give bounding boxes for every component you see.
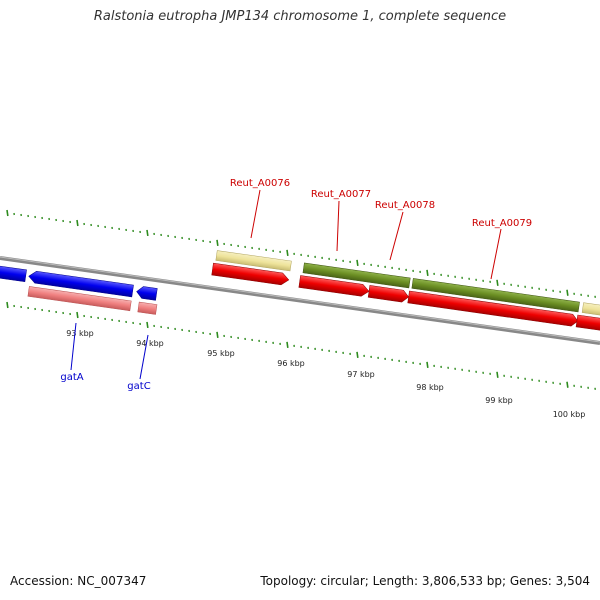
- major-tick: [286, 249, 289, 257]
- major-tick: [356, 259, 359, 266]
- blue-gene-group: [0, 260, 158, 315]
- leader-line: [490, 228, 502, 280]
- label-leaders: [70, 189, 502, 380]
- gene-feature-olive[interactable]: [411, 278, 580, 313]
- gene-feature-red[interactable]: [298, 275, 370, 298]
- gene-labels: Reut_A0076 Reut_A0077 Reut_A0078 Reut_A0…: [60, 178, 532, 392]
- scale-label: 100 kbp: [553, 410, 586, 419]
- upper-gene-group: [211, 250, 600, 336]
- lower-tick-track: [6, 301, 596, 390]
- gene-feature-red[interactable]: [575, 314, 600, 336]
- scale-label: 99 kbp: [485, 396, 513, 405]
- gene-feature-red[interactable]: [367, 285, 409, 303]
- scale-label: 93 kbp: [66, 329, 94, 338]
- accession-text: Accession: NC_007347: [10, 574, 147, 588]
- gene-feature-blue[interactable]: [28, 270, 134, 298]
- map-title: Ralstonia eutropha JMP134 chromosome 1, …: [93, 9, 507, 24]
- scale-label: 94 kbp: [136, 339, 164, 348]
- scale-label: 95 kbp: [207, 349, 235, 358]
- major-tick: [426, 361, 429, 368]
- leader-line: [139, 334, 149, 380]
- sequence-backbone: [0, 256, 600, 345]
- major-tick: [76, 219, 79, 227]
- sequence-backbone-highlight: [0, 256, 600, 343]
- leader-line: [70, 322, 77, 371]
- scale-label: 96 kbp: [277, 359, 305, 368]
- gene-feature-red[interactable]: [407, 290, 579, 327]
- major-tick: [6, 301, 9, 309]
- gene-feature-yellow[interactable]: [215, 250, 292, 272]
- gene-label[interactable]: gatA: [60, 372, 83, 383]
- major-tick: [426, 269, 429, 276]
- scale-labels: 93 kbp 94 kbp 95 kbp 96 kbp 97 kbp 98 kb…: [66, 329, 585, 419]
- major-tick: [146, 321, 149, 329]
- major-tick: [356, 351, 359, 358]
- gene-feature-yellow[interactable]: [581, 302, 600, 319]
- gene-label[interactable]: Reut_A0076: [230, 178, 290, 189]
- leader-line: [389, 211, 404, 261]
- gene-label[interactable]: Reut_A0078: [375, 200, 435, 211]
- major-tick: [566, 289, 569, 296]
- gene-feature-pink[interactable]: [27, 286, 132, 312]
- major-tick: [566, 381, 569, 388]
- major-tick: [6, 209, 9, 217]
- gene-feature-blue[interactable]: [136, 286, 158, 301]
- major-tick: [216, 331, 219, 339]
- scale-label: 98 kbp: [416, 383, 444, 392]
- gene-feature-pink[interactable]: [137, 301, 158, 315]
- leader-line: [250, 189, 261, 239]
- scale-label: 97 kbp: [347, 370, 375, 379]
- gene-label[interactable]: Reut_A0077: [311, 189, 371, 200]
- gene-feature-olive[interactable]: [302, 262, 411, 289]
- major-tick: [496, 279, 499, 286]
- leader-line: [336, 200, 340, 252]
- upper-tick-track: [6, 209, 596, 298]
- gene-feature-blue[interactable]: [0, 260, 27, 283]
- major-tick: [286, 341, 289, 349]
- major-tick: [496, 371, 499, 378]
- gene-label[interactable]: Reut_A0079: [472, 218, 532, 229]
- sequence-summary: Topology: circular; Length: 3,806,533 bp…: [260, 574, 590, 588]
- major-tick: [216, 239, 219, 247]
- major-tick: [76, 311, 79, 319]
- gene-feature-red[interactable]: [211, 262, 290, 286]
- major-tick: [146, 229, 149, 237]
- gene-label[interactable]: gatC: [127, 381, 150, 392]
